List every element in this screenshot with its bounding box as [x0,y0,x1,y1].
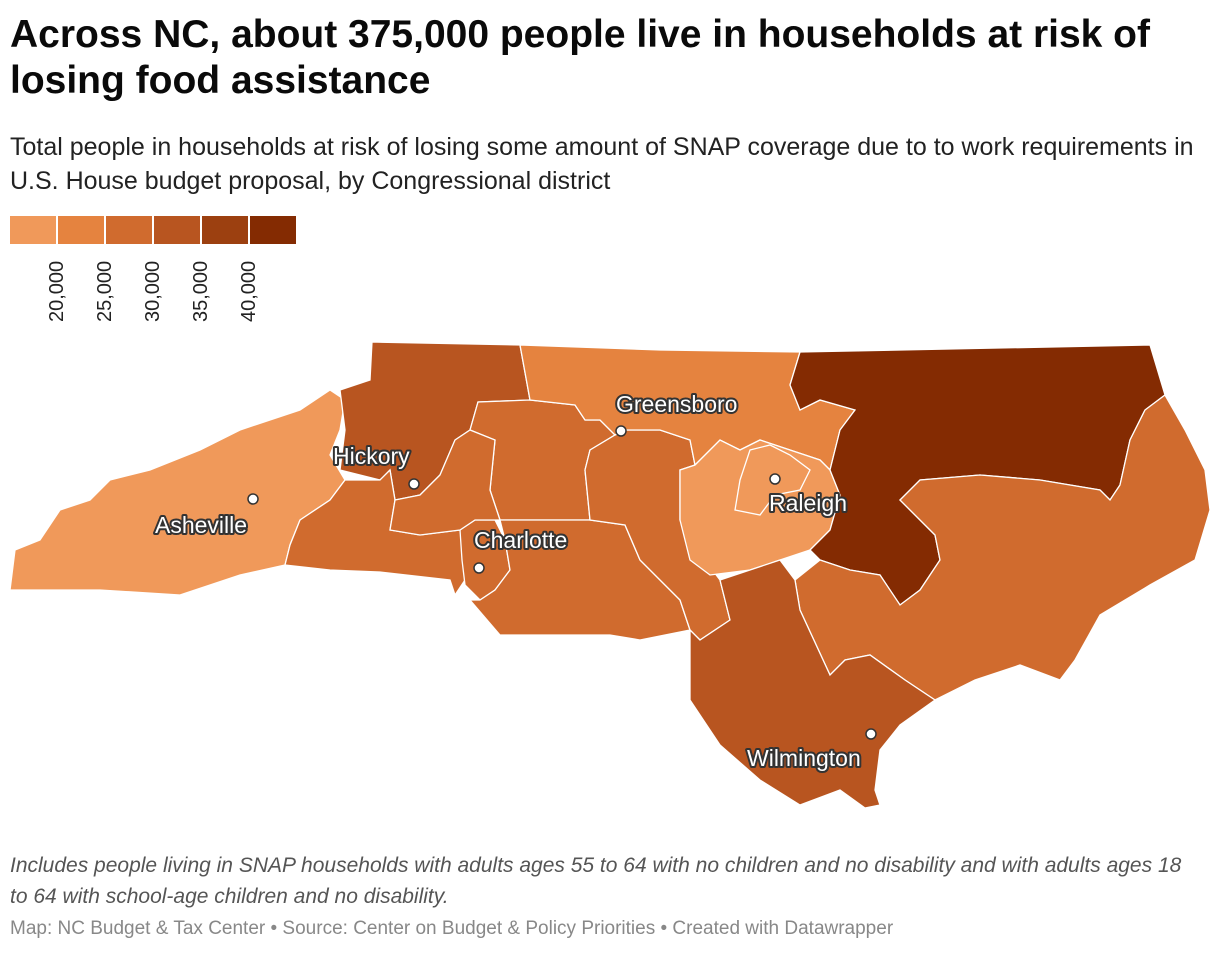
legend-swatch-6 [250,216,296,244]
chart-subtitle: Total people in households at risk of lo… [10,133,1194,195]
city-label-asheville: Asheville [155,512,247,538]
district-11[interactable] [9,389,346,596]
legend-swatch-3 [106,216,152,244]
city-dot-asheville [247,493,259,505]
legend-swatch-5 [202,216,248,244]
chart-notes: Includes people living in SNAP household… [10,854,1182,908]
legend-tick: 30,000 [142,260,164,322]
legend-swatch-2 [58,216,104,244]
legend-tick: 20,000 [46,260,68,322]
legend-tick: 35,000 [190,260,212,322]
city-label-raleigh: Raleigh [769,490,847,516]
city-label-charlotte: Charlotte [474,527,567,553]
city-label-wilmington: Wilmington [747,745,861,771]
district-14[interactable] [389,429,501,536]
city-dot-hickory [408,478,420,490]
nc-district-map: Greensboro Hickory Asheville Raleigh Cha… [9,341,1211,809]
city-label-greensboro: Greensboro [616,391,737,417]
city-dot-raleigh [769,473,781,485]
color-legend [10,216,300,326]
city-dot-greensboro [615,425,627,437]
city-dot-charlotte [473,562,485,574]
legend-swatch-1 [10,216,56,244]
city-dot-wilmington [865,728,877,740]
legend-tick: 25,000 [94,260,116,322]
district-7[interactable] [689,559,937,809]
chart-title: Across NC, about 375,000 people live in … [10,13,1150,102]
legend-tick: 40,000 [238,260,260,322]
chart-footer: Map: NC Budget & Tax Center • Source: Ce… [10,918,894,939]
legend-swatch-4 [154,216,200,244]
city-label-hickory: Hickory [333,443,410,469]
